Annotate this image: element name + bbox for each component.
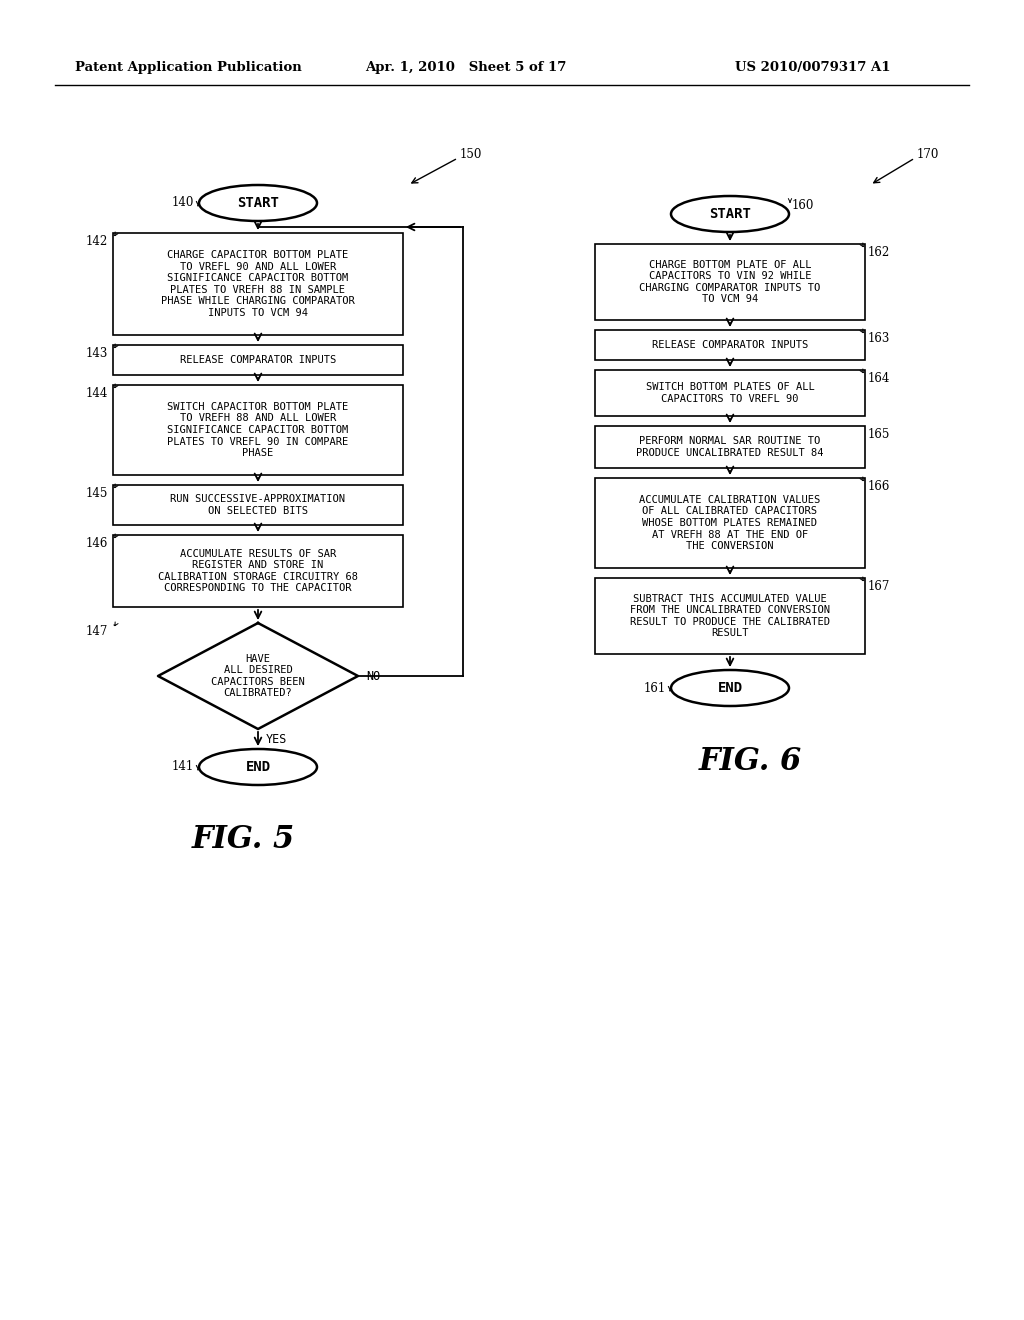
Text: START: START — [238, 195, 279, 210]
Text: CHARGE CAPACITOR BOTTOM PLATE
TO VREFL 90 AND ALL LOWER
SIGNIFICANCE CAPACITOR B: CHARGE CAPACITOR BOTTOM PLATE TO VREFL 9… — [161, 249, 355, 318]
Text: START: START — [709, 207, 751, 220]
Text: 143: 143 — [86, 347, 108, 360]
Text: 142: 142 — [86, 235, 108, 248]
Text: 145: 145 — [86, 487, 108, 500]
Text: HAVE
ALL DESIRED
CAPACITORS BEEN
CALIBRATED?: HAVE ALL DESIRED CAPACITORS BEEN CALIBRA… — [211, 653, 305, 698]
Text: 165: 165 — [868, 428, 891, 441]
Text: Patent Application Publication: Patent Application Publication — [75, 62, 302, 74]
Text: NO: NO — [366, 669, 380, 682]
Text: FIG. 6: FIG. 6 — [698, 746, 802, 776]
Text: 150: 150 — [460, 148, 482, 161]
Text: RELEASE COMPARATOR INPUTS: RELEASE COMPARATOR INPUTS — [180, 355, 336, 366]
Text: 167: 167 — [868, 579, 891, 593]
Text: YES: YES — [266, 733, 288, 746]
Text: SWITCH CAPACITOR BOTTOM PLATE
TO VREFH 88 AND ALL LOWER
SIGNIFICANCE CAPACITOR B: SWITCH CAPACITOR BOTTOM PLATE TO VREFH 8… — [167, 401, 348, 458]
Ellipse shape — [199, 185, 317, 220]
Bar — [595, 244, 865, 319]
Text: 170: 170 — [918, 148, 939, 161]
Text: END: END — [718, 681, 742, 696]
Ellipse shape — [199, 748, 317, 785]
Ellipse shape — [671, 195, 790, 232]
Bar — [595, 370, 865, 416]
Text: PERFORM NORMAL SAR ROUTINE TO
PRODUCE UNCALIBRATED RESULT 84: PERFORM NORMAL SAR ROUTINE TO PRODUCE UN… — [636, 436, 823, 458]
Bar — [595, 578, 865, 653]
Bar — [595, 330, 865, 360]
Text: ACCUMULATE RESULTS OF SAR
REGISTER AND STORE IN
CALIBRATION STORAGE CIRCUITRY 68: ACCUMULATE RESULTS OF SAR REGISTER AND S… — [158, 549, 358, 594]
Text: 161: 161 — [644, 681, 666, 694]
Bar — [113, 385, 403, 475]
Text: 164: 164 — [868, 372, 891, 385]
Text: 146: 146 — [86, 537, 108, 550]
Text: 162: 162 — [868, 246, 890, 259]
Text: 140: 140 — [172, 197, 194, 210]
Text: 144: 144 — [86, 387, 108, 400]
Text: SWITCH BOTTOM PLATES OF ALL
CAPACITORS TO VREFL 90: SWITCH BOTTOM PLATES OF ALL CAPACITORS T… — [645, 383, 814, 404]
Bar — [113, 234, 403, 335]
Bar — [595, 478, 865, 568]
Text: END: END — [246, 760, 270, 774]
Text: Apr. 1, 2010   Sheet 5 of 17: Apr. 1, 2010 Sheet 5 of 17 — [365, 62, 566, 74]
Text: ACCUMULATE CALIBRATION VALUES
OF ALL CALIBRATED CAPACITORS
WHOSE BOTTOM PLATES R: ACCUMULATE CALIBRATION VALUES OF ALL CAL… — [639, 495, 820, 552]
Bar — [113, 484, 403, 525]
Text: SUBTRACT THIS ACCUMULATED VALUE
FROM THE UNCALIBRATED CONVERSION
RESULT TO PRODU: SUBTRACT THIS ACCUMULATED VALUE FROM THE… — [630, 594, 830, 639]
Text: US 2010/0079317 A1: US 2010/0079317 A1 — [735, 62, 891, 74]
Ellipse shape — [671, 671, 790, 706]
Text: 141: 141 — [172, 760, 194, 774]
Bar — [113, 345, 403, 375]
Text: FIG. 5: FIG. 5 — [191, 825, 295, 855]
Bar — [595, 426, 865, 469]
Text: 147: 147 — [86, 624, 108, 638]
Bar — [113, 535, 403, 607]
Text: 163: 163 — [868, 333, 891, 345]
Text: CHARGE BOTTOM PLATE OF ALL
CAPACITORS TO VIN 92 WHILE
CHARGING COMPARATOR INPUTS: CHARGE BOTTOM PLATE OF ALL CAPACITORS TO… — [639, 260, 820, 305]
Text: RUN SUCCESSIVE-APPROXIMATION
ON SELECTED BITS: RUN SUCCESSIVE-APPROXIMATION ON SELECTED… — [171, 494, 345, 516]
Text: RELEASE COMPARATOR INPUTS: RELEASE COMPARATOR INPUTS — [652, 341, 808, 350]
Text: 160: 160 — [792, 199, 814, 213]
Text: 166: 166 — [868, 480, 891, 492]
